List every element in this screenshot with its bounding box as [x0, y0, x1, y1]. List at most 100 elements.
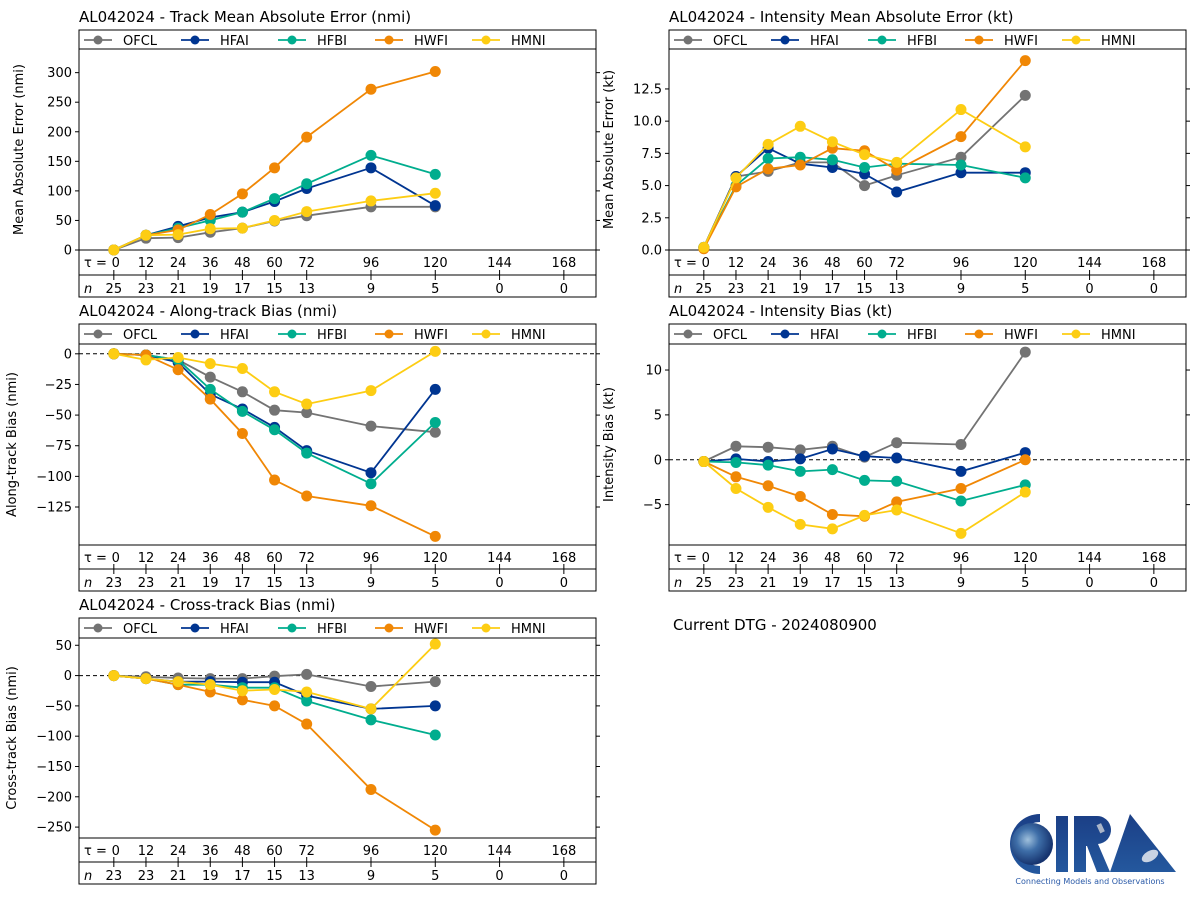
- data-point-ofcl: [301, 407, 313, 419]
- legend-label-ofcl: OFCL: [123, 328, 158, 343]
- legend-label-hfai: HFAI: [220, 34, 249, 49]
- data-point-hmni: [204, 679, 216, 691]
- y-axis-label: Cross-track Bias (nmi): [5, 666, 20, 810]
- legend-marker-hwfi: [974, 35, 984, 45]
- data-point-hmni: [140, 354, 152, 366]
- data-point-hfbi: [826, 154, 838, 166]
- sample-count-label: 9: [957, 576, 965, 591]
- sample-count-label: 15: [856, 576, 873, 591]
- tau-label: τ =: [674, 256, 697, 271]
- sample-count-label: 25: [106, 282, 123, 297]
- data-point-hfai: [891, 186, 903, 198]
- current-dtg-label: Current DTG - 2024080900: [673, 616, 877, 634]
- data-point-hfbi: [365, 478, 377, 490]
- y-tick-label: −25: [45, 378, 72, 393]
- data-point-hfbi: [891, 475, 903, 487]
- x-tick-label: 96: [953, 551, 970, 566]
- data-point-hfbi: [859, 162, 871, 174]
- x-tick-label: 36: [202, 844, 219, 859]
- data-point-hfai: [365, 162, 377, 174]
- y-tick-label: −125: [36, 501, 72, 516]
- data-point-hwfi: [955, 131, 967, 143]
- legend-marker-hfai: [190, 35, 200, 45]
- n-label: n: [84, 869, 92, 884]
- y-tick-label: 0: [64, 669, 72, 684]
- data-point-hfbi: [365, 149, 377, 161]
- tau-label: τ =: [84, 551, 107, 566]
- x-tick-label: 168: [1141, 256, 1166, 271]
- data-point-ofcl: [365, 680, 377, 692]
- data-point-ofcl: [1019, 89, 1031, 101]
- legend-label-hfbi: HFBI: [317, 328, 347, 343]
- data-point-ofcl: [429, 426, 441, 438]
- axes-frame: [78, 617, 597, 885]
- legend-marker-hfai: [780, 35, 790, 45]
- x-tick-label: 120: [1013, 551, 1038, 566]
- data-point-hfai: [429, 700, 441, 712]
- data-point-hwfi: [236, 427, 248, 439]
- data-point-hmni: [301, 398, 313, 410]
- n-label: n: [84, 576, 92, 591]
- x-tick-label: 12: [138, 256, 155, 271]
- legend-label-hwfi: HWFI: [414, 328, 448, 343]
- data-point-hwfi: [429, 65, 441, 77]
- data-point-hmni: [269, 214, 281, 226]
- sample-count-label: 15: [266, 282, 283, 297]
- legend-marker-hwfi: [384, 623, 394, 633]
- data-point-hfbi: [301, 178, 313, 190]
- sample-count-label: 13: [888, 282, 905, 297]
- sample-count-label: 0: [1085, 576, 1093, 591]
- x-tick-label: 72: [298, 844, 315, 859]
- n-label: n: [674, 576, 682, 591]
- legend-marker-hwfi: [384, 35, 394, 45]
- axes-frame: [668, 29, 1187, 298]
- data-point-hmni: [140, 673, 152, 685]
- data-point-hfbi: [762, 153, 774, 165]
- data-point-hwfi: [204, 393, 216, 405]
- sample-count-label: 25: [696, 576, 713, 591]
- data-point-hwfi: [269, 162, 281, 174]
- data-point-hmni: [172, 351, 184, 363]
- sample-count-label: 19: [202, 576, 219, 591]
- data-point-hfbi: [269, 424, 281, 436]
- data-point-hfbi: [429, 168, 441, 180]
- data-point-hwfi: [301, 490, 313, 502]
- sample-count-label: 5: [1021, 576, 1029, 591]
- y-tick-label: 7.5: [641, 147, 662, 162]
- sample-count-label: 9: [367, 282, 375, 297]
- sample-count-label: 0: [560, 869, 568, 884]
- y-tick-label: −250: [36, 821, 72, 836]
- y-tick-label: 0: [64, 347, 72, 362]
- data-point-hfai: [891, 452, 903, 464]
- data-point-hmni: [826, 523, 838, 535]
- sample-count-label: 0: [495, 869, 503, 884]
- legend-marker-hmni: [1071, 35, 1081, 45]
- data-point-hfbi: [794, 465, 806, 477]
- chart-title: AL042024 - Along-track Bias (nmi): [79, 302, 337, 320]
- y-tick-label: −100: [36, 730, 72, 745]
- sample-count-label: 13: [298, 869, 315, 884]
- chart-title: AL042024 - Intensity Mean Absolute Error…: [669, 8, 1013, 26]
- y-tick-label: 100: [47, 184, 72, 199]
- x-tick-label: 96: [363, 551, 380, 566]
- tau-label: τ =: [674, 551, 697, 566]
- data-point-hmni: [1019, 486, 1031, 498]
- sample-count-label: 23: [138, 576, 155, 591]
- legend-label-hmni: HMNI: [511, 328, 546, 343]
- data-point-hwfi: [365, 83, 377, 95]
- sample-count-label: 0: [560, 576, 568, 591]
- chart-title: AL042024 - Track Mean Absolute Error (nm…: [79, 8, 411, 26]
- data-point-ofcl: [429, 676, 441, 688]
- data-point-hfbi: [301, 695, 313, 707]
- x-tick-label: 120: [423, 551, 448, 566]
- data-point-hmni: [698, 241, 710, 253]
- y-tick-label: −75: [45, 439, 72, 454]
- x-tick-label: 168: [1141, 551, 1166, 566]
- data-point-ofcl: [301, 668, 313, 680]
- data-point-hwfi: [429, 824, 441, 836]
- legend-label-ofcl: OFCL: [123, 622, 158, 637]
- data-point-hfbi: [826, 464, 838, 476]
- sample-count-label: 23: [138, 282, 155, 297]
- tau-label: τ =: [84, 256, 107, 271]
- legend-label-hfai: HFAI: [220, 622, 249, 637]
